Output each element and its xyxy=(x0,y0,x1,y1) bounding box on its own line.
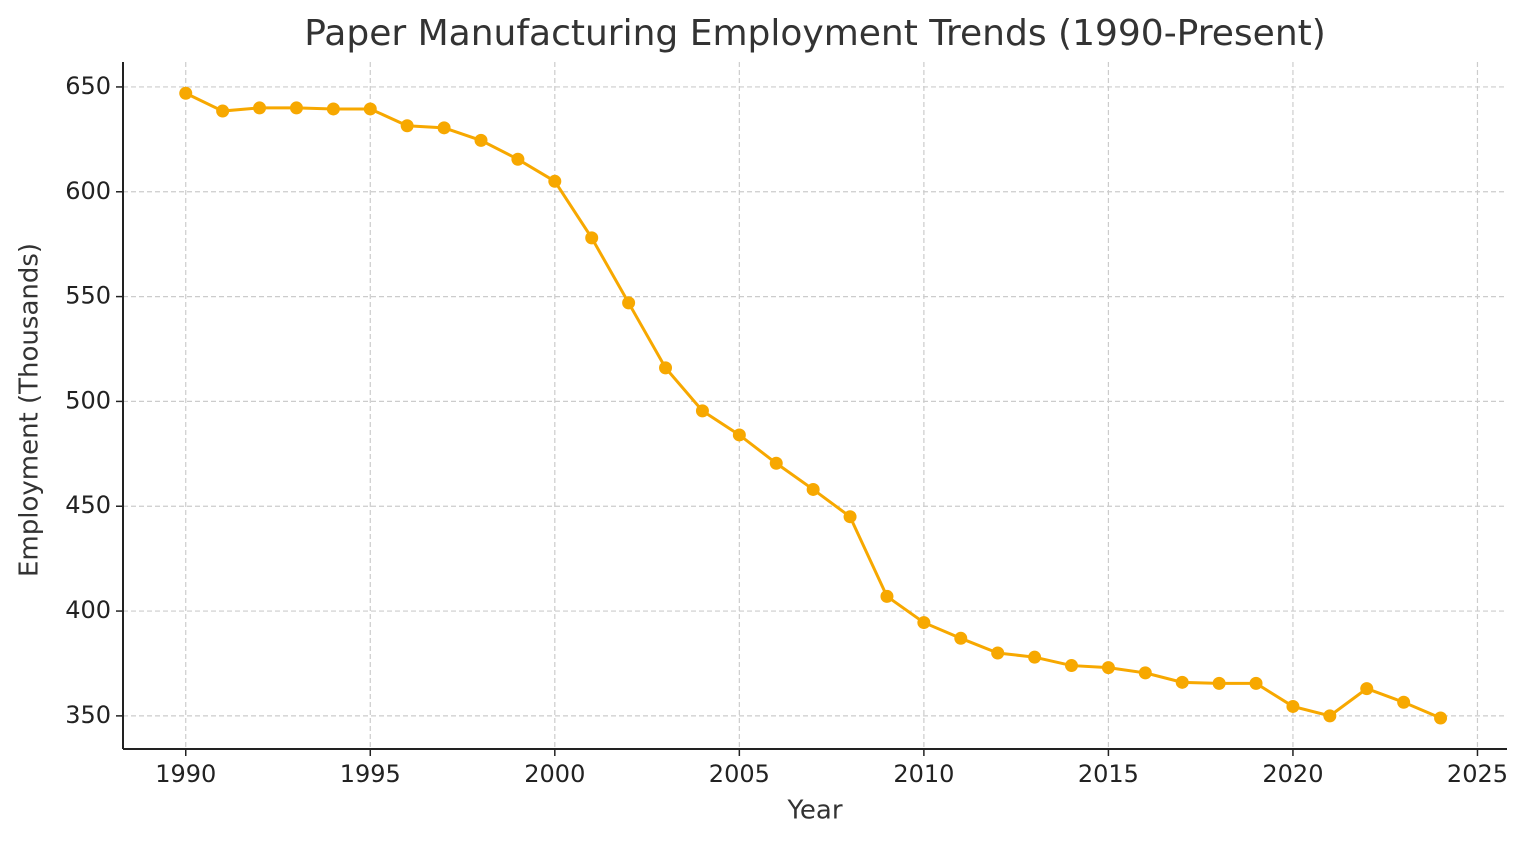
data-point xyxy=(954,631,968,645)
y-tick-label: 500 xyxy=(65,386,111,414)
data-point xyxy=(1065,659,1079,673)
x-axis-label: Year xyxy=(786,796,842,826)
data-point xyxy=(363,102,377,116)
y-tick-label: 350 xyxy=(65,701,111,729)
data-point xyxy=(548,174,562,188)
data-point xyxy=(769,456,783,470)
data-line xyxy=(185,91,1442,720)
x-tick-label: 2015 xyxy=(1078,760,1139,788)
data-point xyxy=(400,119,414,133)
data-point xyxy=(806,482,820,496)
data-point xyxy=(1249,676,1263,690)
data-point xyxy=(917,616,931,630)
data-point xyxy=(289,101,303,115)
y-tick-label: 450 xyxy=(65,491,111,519)
data-point xyxy=(880,589,894,603)
data-point xyxy=(1028,650,1042,664)
data-point xyxy=(1101,661,1115,675)
data-point xyxy=(1212,676,1226,690)
x-tick-label: 2005 xyxy=(709,760,770,788)
data-point xyxy=(585,231,599,245)
data-point xyxy=(659,361,673,375)
data-point xyxy=(1175,675,1189,689)
data-point xyxy=(216,104,230,118)
y-tick-label: 600 xyxy=(65,177,111,205)
data-point xyxy=(474,133,488,147)
x-tick-label: 2010 xyxy=(893,760,954,788)
x-tick-label: 2000 xyxy=(524,760,585,788)
data-point xyxy=(1286,699,1300,713)
x-tick-label: 1990 xyxy=(155,760,216,788)
plot xyxy=(179,86,1448,725)
data-point xyxy=(991,646,1005,660)
data-point xyxy=(437,121,451,135)
y-axis-label: Employment (Thousands) xyxy=(15,243,45,577)
data-point xyxy=(1434,711,1448,725)
chart-title: Paper Manufacturing Employment Trends (1… xyxy=(304,13,1326,54)
y-tick-label: 400 xyxy=(65,596,111,624)
data-point xyxy=(622,296,636,310)
data-point xyxy=(732,428,746,442)
data-point xyxy=(1397,695,1411,709)
data-point xyxy=(326,102,340,116)
data-point xyxy=(1360,682,1374,696)
data-point xyxy=(1323,709,1337,723)
data-point xyxy=(253,101,267,115)
grid xyxy=(123,62,1507,749)
data-point xyxy=(179,86,193,100)
data-point xyxy=(511,152,525,166)
data-point xyxy=(843,510,857,524)
x-tick-label: 2020 xyxy=(1262,760,1323,788)
y-tick-label: 650 xyxy=(65,72,111,100)
data-point xyxy=(1138,666,1152,680)
data-point xyxy=(695,404,709,418)
x-tick-label: 2025 xyxy=(1447,760,1508,788)
y-tick-label: 550 xyxy=(65,282,111,310)
x-tick-label: 1995 xyxy=(340,760,401,788)
